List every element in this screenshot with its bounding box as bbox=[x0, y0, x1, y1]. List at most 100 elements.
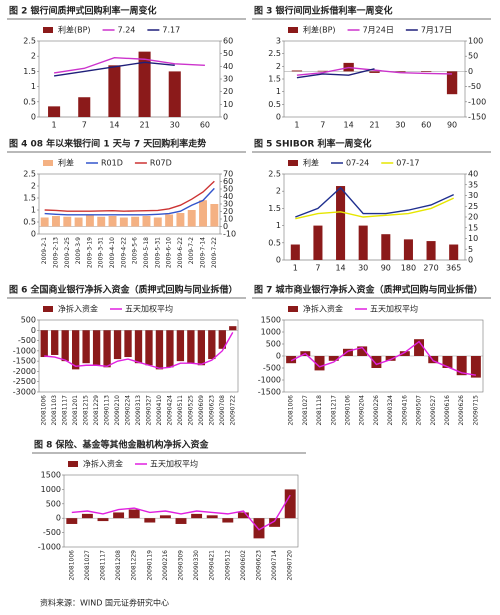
x-tick-label: 20090416 bbox=[401, 395, 408, 426]
x-tick-label: 20081103 bbox=[51, 395, 58, 426]
x-tick-label: 60 bbox=[421, 121, 431, 130]
bar bbox=[197, 330, 206, 366]
bar bbox=[40, 217, 49, 227]
bar bbox=[103, 330, 111, 368]
x-tick-label: 20081118 bbox=[316, 395, 323, 426]
x-tick-label: 90 bbox=[381, 264, 391, 273]
x-tick-label: 2009-6-10 bbox=[166, 237, 173, 268]
y2-tick-label: 50 bbox=[223, 185, 233, 194]
bar bbox=[71, 330, 80, 370]
y-tick-label: 500 bbox=[46, 499, 61, 508]
y2-tick-label: 25 bbox=[468, 202, 478, 211]
y-tick-label: -1000 bbox=[258, 376, 281, 385]
legend-label: 7月17日 bbox=[421, 26, 452, 35]
x-tick-label: 20090527 bbox=[430, 395, 437, 426]
x-tick-label: 1 bbox=[293, 264, 298, 273]
y-tick-label: -500 bbox=[18, 336, 36, 345]
x-tick-label: 14 bbox=[344, 121, 354, 130]
x-tick-label: 20081208 bbox=[115, 550, 122, 581]
bar bbox=[206, 515, 218, 519]
bar bbox=[385, 356, 396, 361]
x-tick-label: 2009-2-25 bbox=[64, 237, 71, 268]
bar bbox=[456, 356, 467, 376]
bar bbox=[286, 356, 297, 364]
bar bbox=[187, 210, 196, 227]
bar bbox=[82, 330, 90, 364]
bar bbox=[229, 326, 237, 331]
y-tick-label: 0 bbox=[276, 113, 281, 122]
y-tick-label: 0.5 bbox=[268, 100, 281, 109]
legend-label: 7月24日 bbox=[363, 26, 394, 35]
y2-tick-label: 50 bbox=[223, 49, 233, 58]
bar bbox=[51, 330, 59, 355]
y2-tick-label: 10 bbox=[468, 234, 478, 243]
y2-tick-label: 50 bbox=[468, 52, 478, 61]
bar bbox=[290, 244, 300, 260]
x-tick-label: 20081006 bbox=[68, 550, 75, 581]
y-tick-label: -3000 bbox=[13, 388, 36, 397]
bar bbox=[191, 513, 203, 519]
bar bbox=[381, 234, 391, 260]
bar bbox=[237, 512, 249, 519]
y-tick-label: 2.5 bbox=[23, 37, 36, 46]
bar bbox=[145, 330, 153, 366]
legend-swatch bbox=[68, 461, 78, 467]
x-tick-label: 20081117 bbox=[62, 395, 69, 426]
y-tick-label: 0.5 bbox=[23, 97, 36, 106]
x-tick-label: 20081027 bbox=[302, 395, 309, 426]
x-tick-label: 30 bbox=[170, 121, 180, 130]
y2-tick-label: 10 bbox=[223, 100, 233, 109]
x-tick-label: 20090525 bbox=[187, 395, 194, 426]
x-tick-label: 20090623 bbox=[256, 550, 263, 581]
y2-tick-label: 0 bbox=[223, 113, 228, 122]
y-tick-label: -1000 bbox=[13, 346, 36, 355]
bar bbox=[40, 330, 48, 358]
x-tick-label: 2009-5-6 bbox=[132, 237, 139, 264]
bar bbox=[48, 106, 61, 117]
y-tick-label: 1.5 bbox=[23, 194, 36, 203]
line bbox=[44, 331, 234, 370]
legend-label: R07D bbox=[150, 159, 172, 168]
x-tick-label: 20081006 bbox=[41, 395, 48, 426]
legend-label: 利差(BP) bbox=[303, 25, 336, 35]
x-tick-label: 2009-7-14 bbox=[200, 237, 207, 268]
x-tick-label: 365 bbox=[446, 264, 461, 273]
bar bbox=[269, 518, 281, 527]
x-tick-label: 20090113 bbox=[104, 395, 111, 426]
x-tick-label: 20081229 bbox=[93, 395, 100, 426]
legend-swatch bbox=[288, 160, 298, 166]
bar bbox=[395, 71, 406, 73]
x-tick-label: 20090424 bbox=[166, 395, 173, 426]
bar bbox=[208, 330, 216, 360]
legend-label: 7.17 bbox=[162, 26, 180, 35]
y2-tick-label: 30 bbox=[223, 75, 233, 84]
bar bbox=[128, 509, 140, 519]
x-tick-label: 21 bbox=[369, 121, 379, 130]
line bbox=[295, 186, 454, 218]
bar bbox=[336, 186, 346, 260]
line bbox=[53, 61, 175, 77]
y2-tick-label: 20 bbox=[223, 207, 233, 216]
y2-tick-label: 15 bbox=[468, 223, 478, 232]
footer: 资料来源：WIND 国元证券研究中心 bbox=[40, 598, 169, 608]
y2-tick-label: 60 bbox=[223, 37, 233, 46]
y-tick-label: 1000 bbox=[261, 328, 281, 337]
x-tick-label: 20090330 bbox=[193, 550, 200, 581]
bar bbox=[314, 356, 325, 371]
bar bbox=[414, 339, 425, 356]
bar bbox=[155, 330, 164, 370]
y2-tick-label: 0 bbox=[468, 67, 473, 76]
line bbox=[295, 197, 454, 220]
x-tick-label: 2009-7-22 bbox=[211, 237, 218, 268]
bar bbox=[108, 216, 117, 227]
x-tick-label: 20090626 bbox=[458, 395, 465, 426]
y-tick-label: 2.5 bbox=[268, 170, 281, 179]
legend-label: 利差 bbox=[303, 158, 319, 168]
x-tick-label: 2009-7-2 bbox=[188, 237, 195, 264]
y-tick-label: 3 bbox=[276, 37, 281, 46]
y2-tick-label: 40 bbox=[223, 62, 233, 71]
chart-title: 图 5 SHIBOR 利率一周变化 bbox=[254, 138, 371, 150]
bar bbox=[399, 351, 410, 356]
bar bbox=[291, 70, 303, 72]
line bbox=[71, 494, 291, 531]
